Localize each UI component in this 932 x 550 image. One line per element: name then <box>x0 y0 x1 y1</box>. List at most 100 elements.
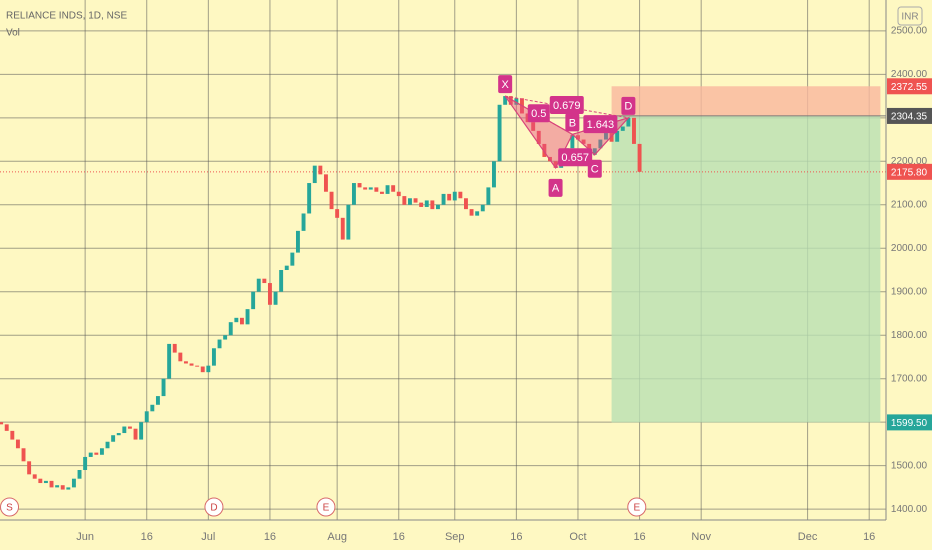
candle-body <box>464 198 468 210</box>
candle-body <box>38 478 43 484</box>
candle-body <box>217 339 222 349</box>
candle-body <box>155 396 160 405</box>
entry-price-label-bg <box>887 107 932 124</box>
candle-body <box>570 135 575 149</box>
candle-body <box>150 404 155 412</box>
candle-body <box>43 480 48 484</box>
candle-body <box>189 363 194 366</box>
stop-price-label-bg <box>887 78 932 95</box>
candle-body <box>536 130 541 144</box>
position-zones <box>0 86 886 423</box>
candle-body <box>206 365 211 373</box>
x-tick-label: 16 <box>393 531 405 543</box>
candle-body <box>32 474 37 479</box>
candle-body <box>419 202 424 207</box>
candle-body <box>0 422 4 425</box>
y-tick-label: 1900.00 <box>891 286 928 297</box>
axis-labels: 2500.002400.002300.002200.002100.002000.… <box>76 26 932 543</box>
candle-body <box>273 291 278 305</box>
x-tick-label: Oct <box>569 531 586 543</box>
pattern-ratio-label: 0.5 <box>531 108 546 120</box>
candle-body <box>637 143 642 172</box>
chart-title: RELIANCE INDS, 1D, NSE <box>6 11 127 22</box>
x-tick-label: 16 <box>633 531 645 543</box>
candle-body <box>424 200 429 207</box>
candle-body <box>66 487 71 490</box>
candle-body <box>374 187 379 192</box>
candle-body <box>27 461 32 475</box>
pattern-point-label-bg <box>498 75 513 94</box>
candle-body <box>116 433 121 436</box>
candle-body <box>144 411 149 423</box>
candle-body <box>598 139 603 149</box>
pattern-ratio-label: 1.643 <box>587 119 615 131</box>
candle-body <box>183 361 188 364</box>
event-label[interactable]: E <box>633 503 640 514</box>
candle-body <box>267 283 272 305</box>
last-price-label-bg <box>887 163 932 180</box>
pattern-point-label: C <box>591 164 599 176</box>
pattern-ratio-label: 0.657 <box>561 152 589 164</box>
event-label[interactable]: D <box>210 503 217 514</box>
candle-body <box>88 452 93 457</box>
y-tick-label: 1400.00 <box>891 504 928 515</box>
candle-body <box>195 365 200 367</box>
candle-body <box>127 426 132 429</box>
candle-body <box>307 183 312 214</box>
x-tick-label: 16 <box>141 531 153 543</box>
event-label[interactable]: E <box>323 503 330 514</box>
candle-body <box>525 113 530 123</box>
candle-body <box>430 200 435 210</box>
candle-body <box>553 161 558 168</box>
candle-body <box>340 217 345 240</box>
event-marker <box>627 497 647 517</box>
candle-body <box>351 183 356 205</box>
candle-body <box>94 452 99 455</box>
candle-body <box>77 470 82 479</box>
candle-body <box>542 143 547 157</box>
candle-body <box>21 448 26 462</box>
event-marker <box>316 497 336 517</box>
target-price-label-bg <box>887 414 932 431</box>
target-price-label: 1599.50 <box>891 418 928 429</box>
candle-body <box>469 209 474 216</box>
candle-body <box>458 191 463 199</box>
last-price-label: 2175.80 <box>891 167 928 178</box>
candle-body <box>133 428 138 440</box>
candle-body <box>452 191 457 201</box>
candle-body <box>576 135 580 140</box>
pattern-point-label-bg <box>621 96 636 115</box>
x-tick-label: 16 <box>264 531 276 543</box>
stop-zone <box>611 86 881 116</box>
candle-body <box>83 456 88 470</box>
candle-body <box>435 204 440 210</box>
y-tick-label: 2500.00 <box>891 26 928 37</box>
candle-body <box>178 352 183 362</box>
currency-box[interactable] <box>897 6 923 26</box>
candle-body <box>223 335 228 340</box>
currency[interactable]: INR <box>901 12 918 23</box>
event-label[interactable]: S <box>6 503 13 514</box>
candle-body <box>245 309 250 325</box>
candle-body <box>346 204 351 240</box>
candle-body <box>531 122 536 131</box>
pattern-ratio-label-bg <box>527 104 550 123</box>
x-tick-label: Jul <box>201 531 215 543</box>
y-tick-label: 1800.00 <box>891 330 928 341</box>
candle-body <box>486 187 491 205</box>
x-tick-label: 16 <box>863 531 875 543</box>
candle-body <box>632 117 636 144</box>
candle-body <box>323 174 328 192</box>
candle-body <box>301 213 306 231</box>
candle-body <box>279 270 284 292</box>
candle-body <box>295 230 300 253</box>
candle-body <box>49 480 54 488</box>
candle-body <box>172 343 177 353</box>
candle-body <box>239 317 244 325</box>
candle-body <box>592 148 597 155</box>
stop-price-label: 2372.55 <box>891 82 928 93</box>
pattern-point-label: A <box>552 183 560 195</box>
candle-body <box>604 133 608 140</box>
candle-body <box>4 424 9 431</box>
